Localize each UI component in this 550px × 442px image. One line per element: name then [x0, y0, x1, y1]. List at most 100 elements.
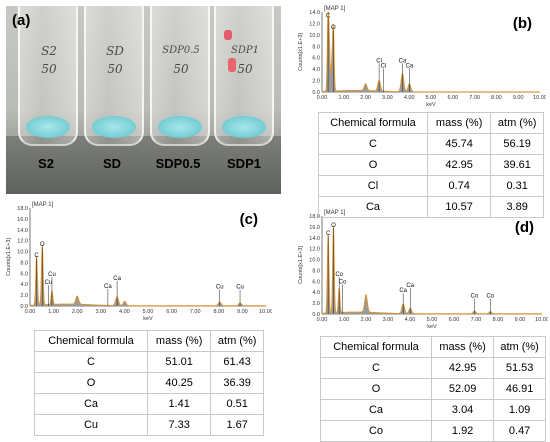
x-tick-label: 10.00 [533, 95, 546, 101]
y-tick-label: 14.0 [309, 236, 320, 242]
eds-spectrum-b: [MAP 1] 0.0 2.0 4.0 6.0 8.0 10.0 12.0 14.0 Counts… [298, 6, 546, 108]
y-tick-label: 4.0 [20, 282, 28, 288]
blue-powder [158, 116, 202, 138]
y-tick-label: 8.0 [20, 260, 28, 266]
peak-label: O [40, 242, 45, 248]
x-tick-label: 6.00 [447, 95, 458, 101]
x-tick-label: 6.00 [166, 309, 177, 315]
x-tick-label: 4.00 [404, 95, 415, 101]
sample-label-sdp0-5: SDP0.5 [155, 156, 201, 171]
peak-label: Cl [376, 58, 382, 64]
blue-powder [222, 116, 266, 138]
blue-powder [92, 116, 136, 138]
x-tick-label: 3.00 [383, 317, 394, 323]
composition-table-d: Chemical formula mass (%) atm (%) C 42.95… [320, 336, 546, 442]
y-tick-label: 16.0 [17, 217, 28, 223]
peak-label: Co [335, 272, 343, 278]
x-tick-label: 10.00 [259, 309, 272, 315]
table-row: Cu 7.33 1.67 [34, 414, 264, 436]
x-tick-label: 2.00 [72, 309, 83, 315]
col-chemical-formula: Chemical formula [34, 330, 148, 352]
table-row: C 51.01 61.43 [34, 351, 264, 373]
y-tick-label: 2.0 [20, 293, 28, 299]
table-header-row: Chemical formula mass (%) atm (%) [318, 112, 544, 134]
peak-label: Cl [381, 63, 387, 69]
peak-label: Ca [406, 63, 414, 69]
y-tick-label: 14.0 [17, 228, 28, 234]
y-tick-label: 12.0 [309, 247, 320, 253]
x-tick-label: 9.00 [513, 95, 524, 101]
x-tick-label: 10.00 [535, 317, 548, 323]
peak-label: Co [486, 294, 494, 300]
panel-letter: (d) [515, 219, 534, 236]
eds-spectrum-d: [MAP 1]0.02.04.06.08.010.012.014.016.018… [298, 210, 548, 330]
y-tick-label: 12.0 [17, 239, 28, 245]
peak-label: C [326, 14, 331, 20]
y-tick-label: 14.0 [309, 10, 320, 16]
y-axis-label: Counts[x1.E+3] [298, 246, 304, 284]
y-tick-label: 6.0 [20, 271, 28, 277]
x-axis-label: keV [143, 316, 153, 322]
peak-label: Ca [399, 58, 407, 64]
peak-label: Ca [399, 288, 407, 294]
x-tick-label: 2.00 [361, 317, 372, 323]
x-tick-label: 5.00 [426, 95, 437, 101]
y-tick-label: 8.0 [312, 44, 320, 50]
sample-label-s2: S2 [38, 156, 54, 171]
table-row: O 52.09 46.91 [320, 378, 546, 400]
y-tick-label: 2.0 [312, 301, 320, 307]
peak-label: O [331, 25, 336, 31]
spectrum-line [321, 11, 540, 93]
table-row: Co 1.92 0.47 [320, 420, 546, 442]
spectrum-area [322, 225, 542, 314]
peak-label: C [34, 253, 39, 259]
col-chemical-formula: Chemical formula [318, 112, 428, 134]
y-axis-label: Counts[x1.E+3] [298, 33, 304, 71]
vial-sdp1: SDP1 50 [214, 6, 274, 146]
y-tick-label: 16.0 [309, 225, 320, 231]
x-tick-label: 1.00 [48, 309, 59, 315]
x-tick-label: 0.00 [25, 309, 36, 315]
vial-sdp0-5: SDP0.5 50 [150, 6, 210, 146]
table-header-row: Chemical formula mass (%) atm (%) [320, 336, 546, 358]
x-tick-label: 8.00 [213, 309, 224, 315]
table-row: C 42.95 51.53 [320, 357, 546, 379]
map-label: [MAP 1] [324, 6, 346, 12]
y-axis-label: Counts[x1.E+3] [6, 238, 12, 276]
table-row: Ca 10.57 3.89 [318, 196, 544, 218]
y-tick-label: 4.0 [312, 290, 320, 296]
col-atm: atm (%) [490, 112, 544, 134]
peak-label: Cu [48, 272, 56, 278]
peak-label: Ca [104, 284, 112, 290]
y-tick-label: 6.0 [312, 279, 320, 285]
x-tick-label: 2.00 [360, 95, 371, 101]
peak-label: Cu [216, 285, 224, 291]
x-tick-label: 0.00 [317, 317, 328, 323]
composition-table-c: Chemical formula mass (%) atm (%) C 51.01… [34, 330, 264, 436]
table-row: O 42.95 39.61 [318, 154, 544, 176]
vial-handwriting: S2 50 [41, 44, 57, 76]
x-axis-label: keV [427, 324, 437, 330]
peak-label: O [331, 223, 336, 229]
spectrum-line [29, 244, 266, 307]
x-tick-label: 0.00 [317, 95, 328, 101]
y-tick-label: 18.0 [309, 214, 320, 220]
vial-s2: S2 50 [18, 6, 78, 146]
panel-letter-a: (a) [12, 12, 31, 29]
table-row: C 45.74 56.19 [318, 133, 544, 155]
y-tick-label: 6.0 [312, 56, 320, 62]
x-axis-label: keV [426, 102, 436, 108]
composition-table-b: Chemical formula mass (%) atm (%) C 45.74… [318, 112, 544, 218]
y-tick-label: 10.0 [17, 250, 28, 256]
col-mass: mass (%) [146, 330, 212, 352]
y-tick-label: 12.0 [309, 21, 320, 27]
spectrum-area [30, 244, 266, 306]
red-label-mark [228, 58, 236, 72]
blue-powder [26, 116, 70, 138]
col-chemical-formula: Chemical formula [320, 336, 432, 358]
sample-label-sdp1: SDP1 [227, 156, 261, 171]
x-tick-label: 7.00 [190, 309, 201, 315]
x-tick-label: 9.00 [515, 317, 526, 323]
x-tick-label: 7.00 [469, 95, 480, 101]
x-tick-label: 4.00 [405, 317, 416, 323]
